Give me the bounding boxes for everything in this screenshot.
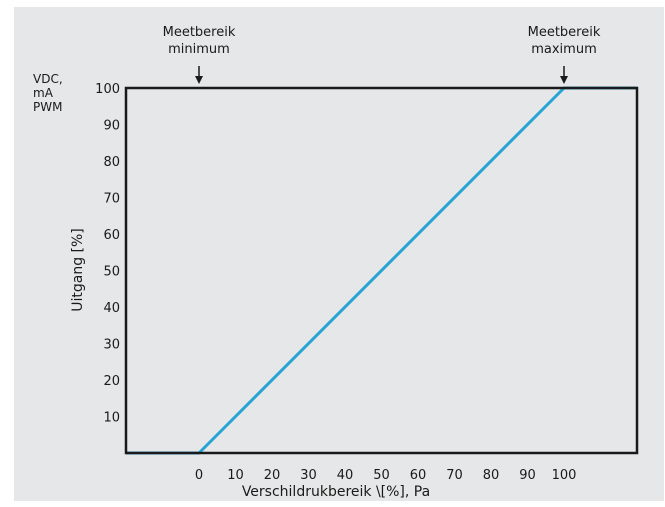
annotation-2-arrow-head [560, 76, 568, 84]
y-unit-label-1: VDC, [33, 72, 63, 86]
x-tick-label: 60 [410, 468, 427, 483]
y-tick-label: 100 [95, 82, 120, 97]
x-tick-label: 20 [264, 468, 281, 483]
y-tick-label: 70 [103, 192, 120, 207]
x-tick-label: 10 [227, 468, 244, 483]
y-tick-label: 60 [103, 228, 120, 243]
plot-frame [124, 86, 639, 455]
y-tick-label: 80 [103, 155, 120, 170]
chart-background [14, 7, 664, 501]
annotation-2-line-1: Meetbereik [528, 25, 601, 40]
x-tick-label: 40 [337, 468, 354, 483]
x-tick-labels: 0 10 20 30 40 50 60 70 80 90 100 [195, 468, 577, 483]
x-tick-label: 30 [300, 468, 317, 483]
annotation-2-line-2: maximum [531, 42, 597, 57]
x-tick-label: 70 [446, 468, 463, 483]
y-tick-label: 20 [103, 374, 120, 389]
y-tick-label: 30 [103, 338, 120, 353]
x-tick-label: 100 [552, 468, 577, 483]
annotations: Meetbereik minimum Meetbereik maximum [163, 25, 601, 84]
x-tick-label: 90 [519, 468, 536, 483]
x-axis-label: Verschildrukbereik \[%], Pa [242, 484, 430, 500]
y-unit-label-3: PWM [33, 100, 62, 114]
y-tick-label: 50 [103, 265, 120, 280]
y-axis-label: Uitgang [%] [70, 228, 86, 312]
x-tick-label: 0 [195, 468, 203, 483]
annotation-1-line-1: Meetbereik [163, 25, 236, 40]
y-tick-label: 10 [103, 411, 120, 426]
y-unit-label-2: mA [33, 86, 54, 100]
y-tick-label: 40 [103, 301, 120, 316]
y-tick-labels: 10 20 30 40 50 60 70 80 90 100 [95, 82, 120, 426]
annotation-1-line-2: minimum [168, 42, 230, 57]
x-tick-label: 50 [373, 468, 390, 483]
x-tick-label: 80 [483, 468, 500, 483]
annotation-1-arrow-head [195, 76, 203, 84]
y-tick-label: 90 [103, 119, 120, 134]
